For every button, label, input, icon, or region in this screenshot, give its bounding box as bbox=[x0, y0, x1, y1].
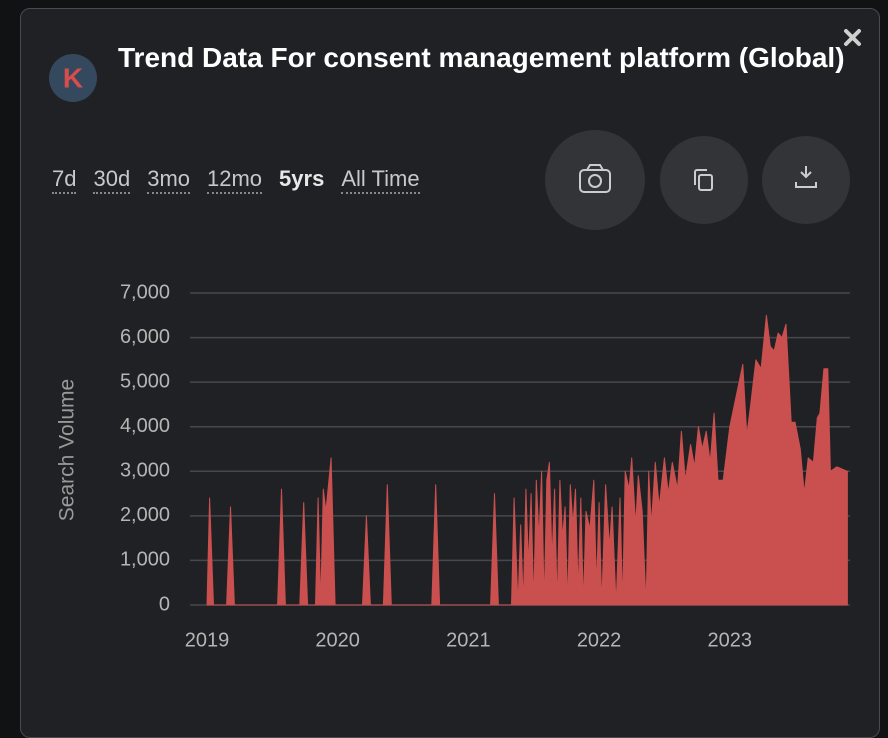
y-tick-label: 0 bbox=[159, 593, 170, 615]
y-tick-label: 5,000 bbox=[120, 370, 170, 392]
range-selector: 7d 30d 3mo 12mo 5yrs All Time bbox=[52, 166, 437, 194]
y-tick-label: 4,000 bbox=[120, 415, 170, 437]
download-button[interactable] bbox=[762, 136, 850, 224]
y-tick-label: 6,000 bbox=[120, 326, 170, 348]
x-tick-label: 2020 bbox=[315, 629, 360, 651]
range-option[interactable]: 30d bbox=[93, 166, 131, 194]
logo-letter: K bbox=[63, 62, 83, 93]
y-tick-label: 7,000 bbox=[120, 281, 170, 303]
widget-title: Trend Data For consent management platfo… bbox=[118, 42, 845, 73]
range-option[interactable]: 12mo bbox=[207, 166, 263, 194]
x-tick-label: 2023 bbox=[708, 629, 753, 651]
range-option[interactable]: All Time bbox=[341, 166, 420, 194]
y-tick-label: 3,000 bbox=[120, 460, 170, 482]
range-option[interactable]: 3mo bbox=[147, 166, 190, 194]
close-button[interactable] bbox=[844, 29, 861, 46]
y-tick-label: 2,000 bbox=[120, 504, 170, 526]
area bbox=[206, 314, 848, 606]
range-option-selected[interactable]: 5yrs bbox=[279, 166, 325, 191]
copy-button[interactable] bbox=[660, 136, 748, 224]
x-tick-label: 2022 bbox=[577, 629, 622, 651]
y-axis-label: Search Volume bbox=[56, 379, 79, 521]
logo bbox=[49, 54, 97, 102]
x-tick-label: 2019 bbox=[185, 629, 230, 651]
x-tick-label: 2021 bbox=[446, 629, 491, 651]
widget-panel bbox=[20, 8, 880, 738]
camera-button[interactable] bbox=[545, 130, 645, 230]
y-tick-label: 1,000 bbox=[120, 549, 170, 571]
range-option[interactable]: 7d bbox=[52, 166, 77, 194]
